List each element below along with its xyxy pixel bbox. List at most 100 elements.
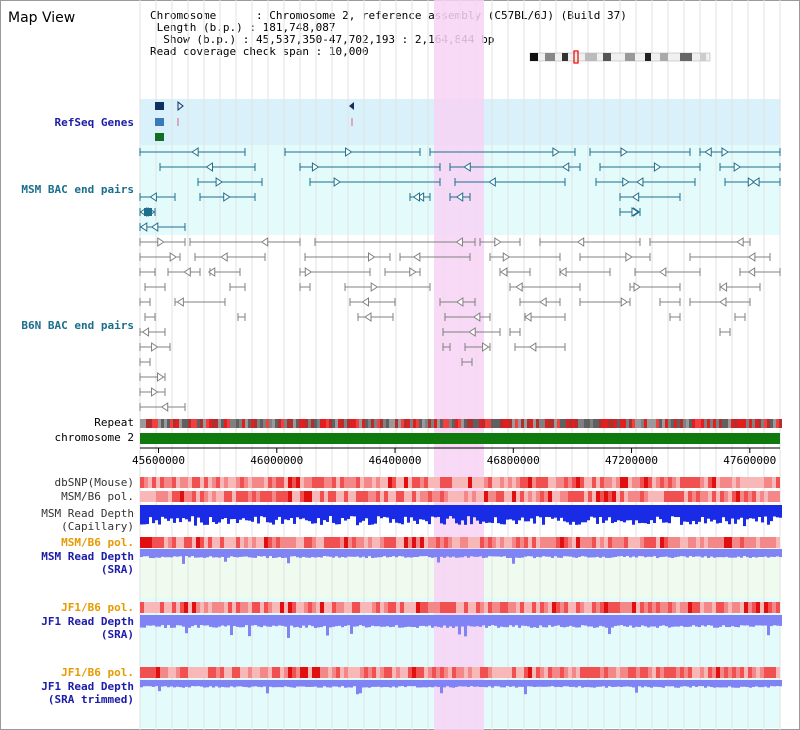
- position-axis: 45600000 46000000 46400000 46800000 47200000…: [132, 448, 776, 467]
- depth-bar: [701, 505, 704, 517]
- b6n-bac-end: [502, 252, 511, 262]
- depth-bar: [518, 680, 521, 687]
- chromosome-bar[interactable]: [140, 433, 780, 444]
- polymorphism-cell: [520, 667, 524, 678]
- polymorphism-cell: [652, 667, 656, 678]
- polymorphism-cell: [768, 667, 772, 678]
- depth-bar: [242, 505, 245, 519]
- depth-bar: [515, 615, 518, 626]
- depth-bar: [233, 615, 236, 627]
- label-b6n-bac[interactable]: B6N BAC end pairs: [21, 319, 134, 332]
- repeat-block: [566, 419, 569, 428]
- depth-bar: [527, 680, 530, 687]
- depth-bar: [572, 505, 575, 522]
- depth-bar: [458, 680, 461, 687]
- polymorphism-cell: [568, 477, 572, 488]
- repeat-block: [569, 419, 572, 428]
- depth-bar: [752, 505, 755, 519]
- polymorphism-cell: [640, 667, 644, 678]
- depth-bar: [416, 549, 419, 558]
- polymorphism-cell: [636, 537, 640, 548]
- depth-bar: [629, 549, 632, 558]
- repeat-block: [464, 419, 467, 428]
- repeat-block: [503, 419, 506, 428]
- depth-bar: [197, 549, 200, 558]
- polymorphism-cell: [312, 537, 316, 548]
- polymorphism-cell: [148, 667, 152, 678]
- polymorphism-cell: [204, 491, 208, 502]
- depth-bar: [767, 680, 770, 688]
- ideogram-band: [562, 53, 568, 61]
- label-msm-bac[interactable]: MSM BAC end pairs: [21, 183, 134, 196]
- depth-bar: [152, 680, 155, 687]
- depth-bar: [635, 680, 638, 693]
- depth-bar: [626, 549, 629, 557]
- depth-bar: [758, 680, 761, 688]
- polymorphism-cell: [668, 602, 672, 613]
- polymorphism-cell: [632, 537, 636, 548]
- repeat-block: [302, 419, 305, 428]
- depth-bar: [203, 505, 206, 525]
- depth-bar: [158, 680, 161, 692]
- depth-bar: [713, 505, 716, 520]
- chromosome-ideogram[interactable]: [529, 50, 711, 64]
- label-refseq[interactable]: RefSeq Genes: [55, 116, 134, 129]
- polymorphism-cell: [144, 667, 148, 678]
- repeat-block: [701, 419, 704, 428]
- repeat-block: [200, 419, 203, 428]
- polymorphism-cell: [716, 537, 720, 548]
- b6n-bac-end: [494, 237, 502, 247]
- polymorphism-cell: [472, 602, 476, 613]
- polymorphism-cell: [216, 491, 220, 502]
- polymorphism-cell: [428, 602, 432, 613]
- depth-bar: [539, 505, 542, 518]
- depth-bar: [440, 615, 443, 628]
- depth-bar: [239, 615, 242, 628]
- depth-bar: [638, 615, 641, 628]
- msm-bac-end-pairs[interactable]: [139, 147, 781, 232]
- refseq-genes[interactable]: [155, 100, 354, 141]
- ideogram-band: [603, 53, 611, 61]
- depth-bar: [413, 505, 416, 521]
- polymorphism-cell: [524, 667, 528, 678]
- depth-bar: [257, 615, 260, 627]
- depth-bar: [593, 549, 596, 558]
- depth-bar: [140, 615, 143, 628]
- depth-bar: [470, 505, 473, 525]
- depth-bar: [755, 505, 758, 522]
- repeat-block: [470, 419, 473, 428]
- depth-bar: [686, 680, 689, 687]
- polymorphism-cell: [708, 537, 712, 548]
- polymorphism-cell: [664, 477, 668, 488]
- depth-bar: [428, 680, 431, 687]
- polymorphism-cell: [736, 602, 740, 613]
- depth-bar: [629, 615, 632, 626]
- polymorphism-cell: [644, 537, 648, 548]
- polymorphism-cell: [412, 667, 416, 678]
- depth-bar: [182, 680, 185, 688]
- depth-bar: [587, 680, 590, 688]
- depth-bar: [650, 680, 653, 688]
- b6n-bac-end-pairs[interactable]: [139, 237, 781, 412]
- depth-bar: [158, 505, 161, 525]
- depth-bar: [500, 505, 503, 525]
- depth-bar: [650, 505, 653, 521]
- repeat-block: [596, 419, 599, 428]
- b6n-bac-end: [367, 252, 376, 262]
- depth-bar: [449, 680, 452, 688]
- depth-bar: [404, 615, 407, 628]
- ideogram-band: [530, 53, 538, 61]
- depth-bar: [464, 505, 467, 525]
- depth-bar: [278, 505, 281, 517]
- depth-bar: [653, 505, 656, 523]
- repeat-block: [695, 419, 698, 428]
- polymorphism-cell: [480, 667, 484, 678]
- polymorphism-cell: [260, 602, 264, 613]
- depth-bar: [488, 615, 491, 627]
- depth-bar: [476, 680, 479, 687]
- polymorphism-cell: [412, 602, 416, 613]
- depth-bar: [656, 505, 659, 517]
- polymorphism-cell: [696, 667, 700, 678]
- polymorphism-cell: [680, 667, 684, 678]
